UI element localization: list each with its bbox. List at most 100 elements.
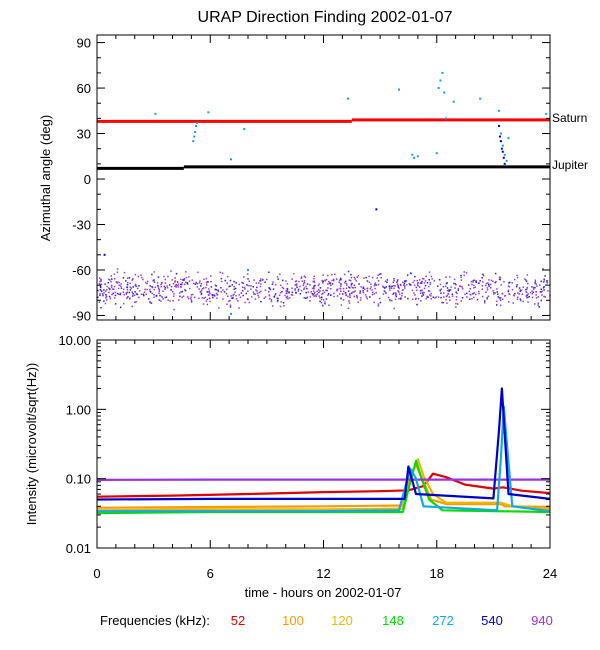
scatter-point xyxy=(266,278,268,281)
scatter-point xyxy=(341,293,344,295)
intensity-plot-frame xyxy=(96,339,551,549)
scatter-point xyxy=(181,282,183,284)
scatter-point xyxy=(399,293,401,295)
scatter-point xyxy=(327,283,329,285)
scatter-point xyxy=(496,288,498,290)
scatter-point xyxy=(322,280,324,283)
saturn-label: Saturn xyxy=(552,111,587,125)
scatter-point xyxy=(304,297,307,299)
scatter-point xyxy=(160,285,162,288)
scatter-point xyxy=(366,297,368,300)
scatter-point xyxy=(342,299,345,301)
scatter-point xyxy=(421,289,423,291)
scatter-point xyxy=(328,304,330,306)
scatter-point xyxy=(329,281,331,284)
scatter-point xyxy=(435,296,437,298)
scatter-point xyxy=(171,291,174,293)
scatter-point xyxy=(526,286,529,289)
scatter-point xyxy=(315,294,317,296)
scatter-point xyxy=(482,274,485,277)
scatter-point xyxy=(158,287,160,290)
scatter-point xyxy=(481,277,483,279)
scatter-point xyxy=(488,283,490,286)
scatter-point xyxy=(286,289,289,292)
scatter-point xyxy=(97,296,99,298)
scatter-point xyxy=(397,284,399,287)
scatter-point xyxy=(353,295,356,298)
scatter-point xyxy=(471,298,473,300)
scatter-point xyxy=(389,299,391,302)
scatter-point xyxy=(412,281,414,284)
scatter-point xyxy=(250,285,252,287)
scatter-point xyxy=(543,278,545,281)
scatter-point xyxy=(498,296,500,299)
scatter-point xyxy=(181,290,184,293)
scatter-point xyxy=(351,287,354,289)
scatter-point xyxy=(145,281,147,284)
scatter-point xyxy=(178,292,181,294)
scatter-point xyxy=(312,294,314,296)
scatter-point xyxy=(131,279,134,281)
scatter-point xyxy=(357,301,359,303)
azimuth-point xyxy=(247,268,249,271)
scatter-point xyxy=(497,296,500,298)
scatter-point xyxy=(377,283,380,286)
scatter-point xyxy=(158,290,161,293)
scatter-point xyxy=(216,297,218,299)
scatter-point xyxy=(404,280,407,283)
scatter-point xyxy=(460,279,463,281)
scatter-point xyxy=(372,291,374,294)
scatter-point xyxy=(494,292,496,294)
scatter-point xyxy=(464,293,466,296)
scatter-point xyxy=(274,294,276,296)
scatter-point xyxy=(473,284,475,287)
scatter-point xyxy=(254,293,257,296)
scatter-point xyxy=(333,295,335,298)
scatter-point xyxy=(314,284,316,287)
scatter-point xyxy=(359,292,361,294)
scatter-point xyxy=(423,291,425,294)
azimuth-point xyxy=(507,137,510,140)
scatter-point xyxy=(307,291,310,293)
scatter-point xyxy=(208,290,210,292)
scatter-point xyxy=(179,295,181,298)
scatter-point xyxy=(343,290,345,293)
scatter-point xyxy=(455,306,457,308)
scatter-point xyxy=(241,281,243,284)
scatter-point xyxy=(384,287,386,289)
scatter-point xyxy=(182,279,184,281)
scatter-point xyxy=(511,288,514,291)
scatter-point xyxy=(300,277,303,279)
scatter-point xyxy=(156,282,159,284)
scatter-point xyxy=(545,284,547,286)
scatter-point xyxy=(214,284,217,286)
scatter-point xyxy=(185,271,187,273)
scatter-point xyxy=(222,298,224,300)
scatter-point xyxy=(151,286,154,289)
scatter-point xyxy=(401,292,403,295)
scatter-point xyxy=(166,287,169,289)
scatter-point xyxy=(371,276,374,279)
scatter-point xyxy=(454,283,456,285)
scatter-point xyxy=(318,291,320,294)
scatter-point xyxy=(446,302,448,304)
scatter-point xyxy=(114,291,117,294)
intensity-line-540khz xyxy=(96,387,551,501)
scatter-point xyxy=(100,280,102,282)
scatter-point xyxy=(347,295,349,298)
scatter-point xyxy=(186,296,189,298)
scatter-point xyxy=(416,283,419,285)
scatter-point xyxy=(226,303,228,305)
time-xtick-label: 6 xyxy=(207,566,214,581)
scatter-point xyxy=(378,273,381,276)
scatter-point xyxy=(319,290,321,292)
scatter-point xyxy=(511,282,513,284)
scatter-point xyxy=(420,282,423,284)
scatter-point xyxy=(455,291,457,293)
scatter-point xyxy=(129,289,132,291)
scatter-point xyxy=(150,302,153,304)
azimuth-point xyxy=(502,156,505,159)
scatter-point xyxy=(126,289,129,291)
scatter-point xyxy=(108,295,111,298)
scatter-point xyxy=(419,289,422,292)
